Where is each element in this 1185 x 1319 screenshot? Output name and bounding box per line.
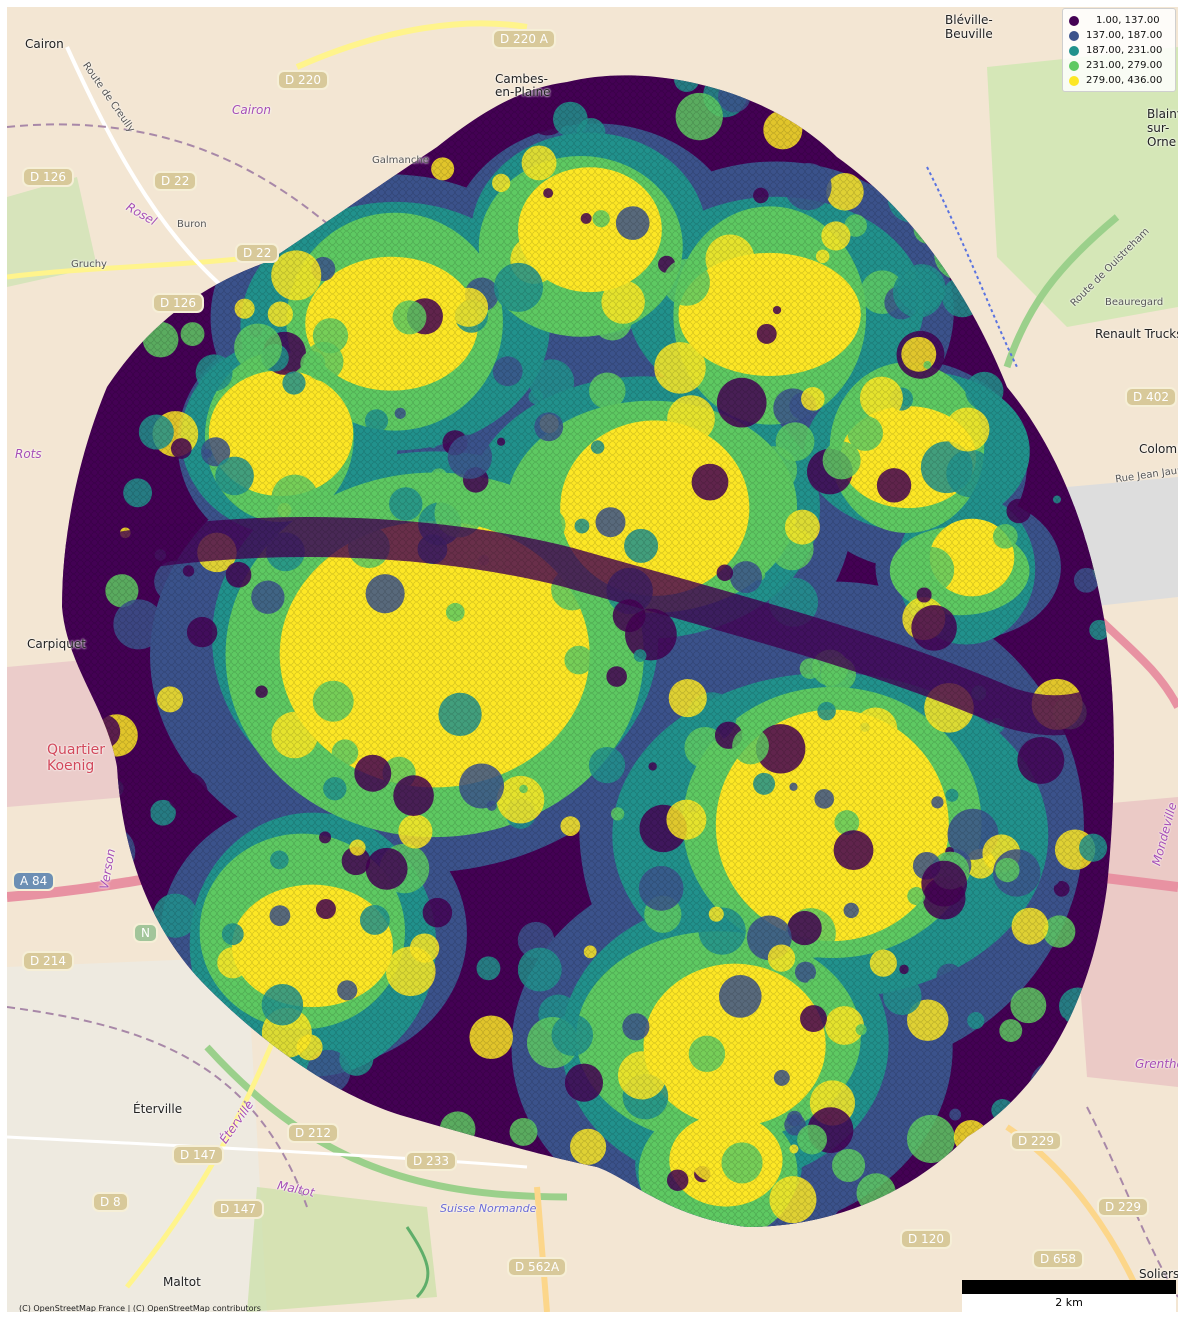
legend-label: 231.00, 279.00 [1086,60,1163,71]
road-shield: D 22 [153,171,198,191]
legend-swatch [1069,15,1079,26]
place-label: Bléville-Beuville [945,13,993,41]
place-label: Suisse Normande [440,1202,537,1215]
road-shield: D 126 [22,167,74,187]
road-shield: D 22 [235,243,280,263]
road-shield: D 8 [92,1192,129,1212]
road-shield: D 147 [172,1145,224,1165]
place-label: Maltot [163,1275,201,1289]
road-shield: D 220 [277,70,329,90]
place-label: Renault Trucks [1095,327,1178,341]
scale-bar-line [962,1280,1176,1294]
road-shield: D 658 [1032,1249,1084,1269]
legend-swatch [1069,30,1079,41]
legend-swatch [1069,60,1079,71]
road-shield: D 229 [1097,1197,1149,1217]
map-canvas[interactable]: Cairon Cambes-en-Plaine Bléville-Beuvill… [7,7,1178,1312]
choropleth-layer [62,75,1114,1227]
place-label: Quartier Koenig [47,742,105,774]
scale-bar: 2 km [962,1280,1176,1312]
road-shield: D 214 [22,951,74,971]
place-label: Soliers [1139,1267,1178,1281]
legend-label: 187.00, 231.00 [1086,45,1163,56]
road-shield: D 220 A [492,29,556,49]
legend-entry: 187.00, 231.00 [1069,43,1162,58]
place-label: Blainville-sur-Orne [1147,107,1178,149]
road-shield: A 84 [12,871,56,891]
legend-swatch [1069,45,1079,56]
road-shield: D 402 [1125,387,1177,407]
road-shield: D 120 [900,1229,952,1249]
place-label: Rots [15,447,42,461]
place-label: Colombelles [1139,442,1178,456]
legend-swatch [1069,75,1079,86]
road-shield: D 212 [287,1123,339,1143]
legend-entry: 137.00, 187.00 [1069,28,1162,43]
legend-entry: 231.00, 279.00 [1069,58,1162,73]
place-label: Cambes-en-Plaine [495,72,551,99]
road-shield: D 233 [405,1151,457,1171]
road-shield: D 126 [152,293,204,313]
place-label: Éterville [133,1102,183,1116]
basemap-layer [7,7,1178,1312]
legend-label: 279.00, 436.00 [1086,75,1163,86]
scale-bar-label: 2 km [1055,1296,1083,1309]
legend-entry: 279.00, 436.00 [1069,73,1162,88]
road-shield: D 229 [1010,1131,1062,1151]
place-label: Carpiquet [27,637,86,651]
road-shield: N [133,923,158,943]
place-label: Cairon [232,103,271,117]
place-label: Galmanche [372,155,429,166]
road-shield: D 147 [212,1199,264,1219]
place-label: Beauregard [1105,297,1164,308]
place-label: Gruchy [71,259,107,270]
place-label: Cairon [25,37,64,51]
legend-label: 137.00, 187.00 [1086,30,1163,41]
place-label: Grentheville [1135,1057,1178,1071]
legend-entry: 1.00, 137.00 [1069,13,1160,28]
legend-label: 1.00, 137.00 [1096,15,1160,26]
map-attribution: (C) OpenStreetMap France | (C) OpenStree… [19,1304,261,1312]
place-label: Buron [177,219,207,230]
road-shield: D 562A [507,1257,568,1277]
map-legend: 1.00, 137.00 137.00, 187.00 187.00, 231.… [1062,8,1176,92]
